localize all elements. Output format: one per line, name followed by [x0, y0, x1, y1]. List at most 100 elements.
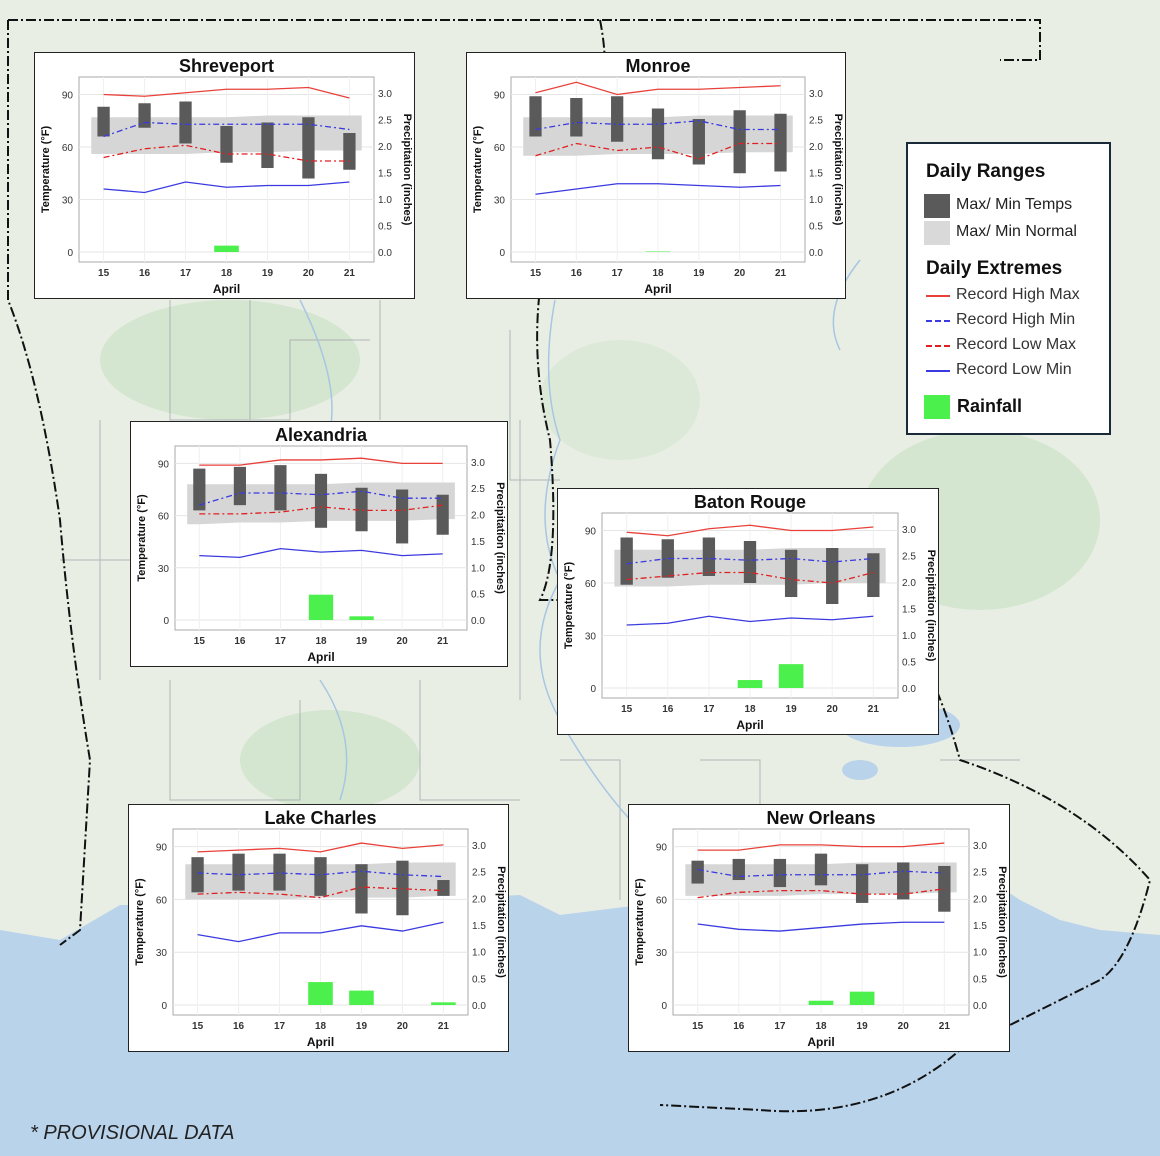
temp-bar — [661, 539, 674, 578]
temp-bar — [179, 101, 192, 144]
y2-tick-label: 3.0 — [809, 89, 823, 100]
y2-tick-label: 0.5 — [471, 590, 485, 601]
temp-bar — [138, 103, 151, 128]
chart-title: Lake Charles — [264, 808, 376, 828]
y2-tick-label: 3.0 — [973, 841, 987, 852]
record-high-max-line — [626, 524, 874, 537]
record-high-max-line — [535, 81, 781, 96]
y-tick-label: 90 — [656, 843, 668, 854]
y-tick-label: 30 — [156, 948, 168, 959]
y2-tick-label: 3.0 — [378, 89, 392, 100]
y2-tick-label: 0.0 — [809, 248, 823, 259]
temp-bar — [97, 106, 110, 137]
record-low-max-line — [535, 142, 781, 160]
x-tick-label: 21 — [344, 268, 356, 279]
y-axis-label: Temperature (°F) — [634, 878, 646, 966]
y2-tick-label: 0.5 — [973, 974, 987, 985]
y2-tick-label: 1.0 — [902, 631, 916, 642]
y-tick-label: 90 — [62, 91, 74, 102]
record-high-min-line — [626, 557, 874, 565]
chart-panel-new-orleans: 0 30 60 90 0.0 0.5 1.0 1.5 2.0 2.5 3.0 15 16 17 18 19 20… — [628, 804, 1010, 1052]
temp-bar — [651, 108, 665, 160]
y-tick-label: 90 — [158, 459, 170, 470]
legend-record-low-min-label: Record Low Min — [956, 361, 1072, 378]
y-tick-label: 60 — [62, 143, 74, 154]
y-tick-label: 0 — [161, 1001, 167, 1012]
record-high-max-line — [197, 842, 444, 853]
x-tick-label: 21 — [868, 704, 880, 715]
temp-bar — [220, 126, 233, 163]
record-low-max-line — [199, 504, 443, 515]
rainfall-bar — [349, 990, 374, 1005]
chart-lake-charles: 0 30 60 90 0.0 0.5 1.0 1.5 2.0 2.5 3.0 15 16 17 18 19 20… — [134, 808, 507, 1049]
chart-title: Monroe — [626, 56, 691, 76]
record-low-min-line — [103, 181, 350, 194]
x-tick-label: 20 — [303, 268, 315, 279]
y2-tick-label: 2.0 — [378, 142, 392, 153]
y2-tick-label: 0.0 — [471, 616, 485, 627]
legend-record-low-max-label: Record Low Max — [956, 336, 1077, 353]
record-low-min-line — [697, 921, 945, 932]
x-axis-label: April — [736, 718, 763, 732]
legend: Daily Ranges Max/ Min Temps Max/ Min Nor… — [906, 142, 1111, 435]
y2-tick-label: 1.5 — [471, 537, 485, 548]
y2-tick-label: 0.0 — [378, 248, 392, 259]
x-tick-label: 21 — [437, 636, 449, 647]
record-high-min-line — [535, 120, 781, 131]
x-axis-label: April — [213, 282, 240, 296]
legend-temps-swatch — [924, 194, 950, 218]
y-tick-label: 90 — [585, 527, 597, 538]
record-high-min-line — [199, 490, 443, 506]
y2-tick-label: 3.0 — [471, 458, 485, 469]
record-low-min-line — [199, 548, 443, 559]
legend-record-high-min-label: Record High Min — [956, 311, 1076, 328]
temp-bar — [692, 119, 705, 165]
rainfall-bar — [778, 664, 804, 688]
temp-bar — [273, 853, 286, 891]
x-tick-label: 20 — [898, 1021, 910, 1032]
x-tick-label: 18 — [744, 704, 756, 715]
provisional-data-note: * PROVISIONAL DATA — [30, 1122, 235, 1144]
chart-alexandria: 0 30 60 90 0.0 0.5 1.0 1.5 2.0 2.5 3.0 15 16 17 18 19 20… — [136, 425, 506, 664]
temp-bar — [396, 860, 409, 916]
temp-bar — [343, 133, 356, 170]
rainfall-bar — [849, 991, 875, 1005]
x-tick-label: 21 — [939, 1021, 951, 1032]
y-tick-label: 30 — [656, 948, 668, 959]
x-tick-label: 20 — [827, 704, 839, 715]
temp-bar — [261, 122, 274, 168]
temp-bar — [529, 96, 542, 137]
temp-bar — [855, 864, 869, 903]
record-high-min-line — [197, 870, 444, 878]
legend-normal-swatch — [924, 221, 950, 245]
x-tick-label: 16 — [233, 1021, 245, 1032]
temp-bar — [826, 548, 839, 604]
chart-title: New Orleans — [766, 808, 875, 828]
chart-title: Shreveport — [179, 56, 274, 76]
y-tick-label: 0 — [590, 684, 596, 695]
x-tick-label: 17 — [774, 1021, 786, 1032]
y2-tick-label: 1.0 — [809, 195, 823, 206]
legend-record-high-max-line — [926, 295, 950, 297]
y2-tick-label: 1.0 — [378, 195, 392, 206]
y-tick-label: 0 — [67, 248, 73, 259]
chart-title: Alexandria — [275, 425, 368, 445]
y2-tick-label: 1.5 — [809, 168, 823, 179]
temp-bar — [784, 549, 798, 597]
record-high-max-line — [697, 842, 945, 851]
x-tick-label: 20 — [734, 268, 746, 279]
temp-bar — [396, 489, 409, 544]
temp-bar — [314, 857, 327, 896]
y-tick-label: 60 — [158, 512, 170, 523]
record-high-min-line — [697, 868, 945, 878]
record-low-min-line — [626, 615, 874, 626]
rainfall-bar — [737, 680, 763, 688]
y-tick-label: 0 — [163, 616, 169, 627]
chart-shreveport: 0 30 60 90 0.0 0.5 1.0 1.5 2.0 2.5 3.0 15 16 17 18 19 20… — [40, 56, 413, 296]
y-tick-label: 60 — [494, 143, 506, 154]
rainfall-bar — [645, 251, 671, 252]
temp-bar — [774, 113, 787, 172]
y2-tick-label: 1.5 — [902, 604, 916, 615]
temp-bar — [193, 468, 206, 511]
y2-axis-label: Precipitation (inches) — [495, 866, 507, 978]
